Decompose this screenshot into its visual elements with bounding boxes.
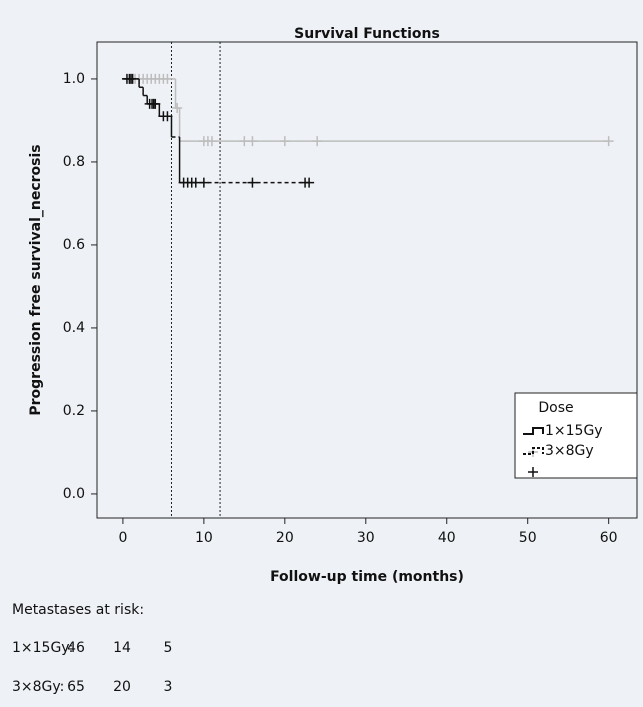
risk-count: 14 [113, 640, 131, 656]
risk-count: 3 [164, 679, 173, 695]
y-tick-label: 0.4 [63, 320, 85, 336]
x-tick-label: 10 [195, 530, 213, 546]
legend-line [523, 427, 544, 435]
y-axis-label: Progression free survival_necrosis [28, 144, 44, 415]
x-tick-label: 60 [600, 530, 618, 546]
risk-row-label: 1×15Gy: [12, 640, 73, 656]
censor-mark [312, 136, 323, 147]
censor-mark [304, 177, 315, 188]
censor-mark [162, 111, 173, 122]
censor-mark [247, 177, 258, 188]
y-tick-label: 1.0 [63, 71, 85, 87]
legend-box [514, 392, 638, 479]
censor-mark [127, 73, 138, 84]
legend-line [523, 447, 544, 455]
y-tick-label: 0.0 [63, 486, 85, 502]
censor-mark [162, 73, 173, 84]
censor-mark [206, 136, 217, 147]
legend-label: 3×8Gy [545, 443, 594, 459]
censor-mark [150, 98, 161, 109]
risk-count: 65 [67, 679, 85, 695]
x-tick-label: 50 [519, 530, 537, 546]
risk-count: 20 [113, 679, 131, 695]
censor-mark [603, 136, 614, 147]
y-tick-label: 0.8 [63, 154, 85, 170]
plot-frame [96, 41, 638, 519]
x-axis-label: Follow-up time (months) [270, 569, 464, 585]
legend-title: Dose [538, 400, 573, 416]
x-tick-label: 0 [118, 530, 127, 546]
chart-title: Survival Functions [294, 26, 440, 42]
legend-label: 1×15Gy [545, 423, 603, 439]
censor-mark [172, 102, 183, 113]
risk-count: 5 [164, 640, 173, 656]
risk-title: Metastases at risk: [12, 602, 144, 618]
risk-count: 46 [67, 640, 85, 656]
censor-mark [198, 177, 209, 188]
censor-mark [247, 136, 258, 147]
x-tick-label: 20 [276, 530, 294, 546]
x-tick-label: 30 [357, 530, 375, 546]
x-tick-label: 40 [438, 530, 456, 546]
censor-mark [279, 136, 290, 147]
y-tick-label: 0.2 [63, 403, 85, 419]
risk-row-label: 3×8Gy: [12, 679, 64, 695]
y-tick-label: 0.6 [63, 237, 85, 253]
legend-censor [528, 467, 538, 477]
